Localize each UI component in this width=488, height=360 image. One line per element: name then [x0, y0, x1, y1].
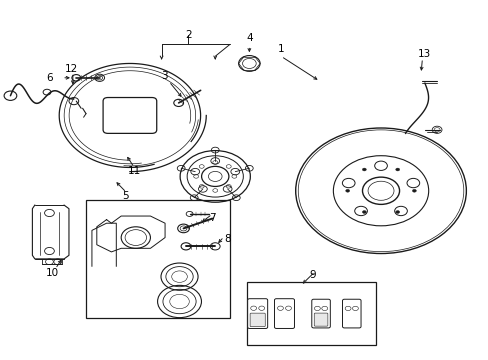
Circle shape [345, 189, 349, 192]
Bar [246, 282, 375, 345]
Text: 11: 11 [128, 166, 141, 176]
Text: 1: 1 [277, 44, 284, 54]
Text: 9: 9 [309, 270, 315, 280]
FancyBboxPatch shape [342, 299, 360, 328]
Text: 8: 8 [224, 234, 230, 244]
Bar [86, 200, 229, 318]
Text: 4: 4 [245, 33, 252, 43]
Circle shape [395, 168, 399, 171]
Text: 5: 5 [122, 191, 128, 201]
Circle shape [362, 168, 366, 171]
FancyBboxPatch shape [314, 313, 327, 326]
Text: 3: 3 [161, 71, 167, 81]
FancyBboxPatch shape [311, 299, 330, 328]
Text: 6: 6 [46, 73, 53, 83]
Text: 10: 10 [45, 268, 59, 278]
FancyBboxPatch shape [249, 313, 264, 327]
FancyBboxPatch shape [247, 299, 267, 328]
Text: 13: 13 [417, 49, 430, 59]
FancyBboxPatch shape [274, 299, 294, 328]
FancyBboxPatch shape [103, 98, 157, 134]
Text: 2: 2 [185, 30, 191, 40]
Circle shape [362, 211, 366, 213]
Text: 7: 7 [209, 213, 216, 222]
Text: 12: 12 [64, 64, 78, 74]
Circle shape [395, 211, 399, 213]
Circle shape [411, 189, 415, 192]
